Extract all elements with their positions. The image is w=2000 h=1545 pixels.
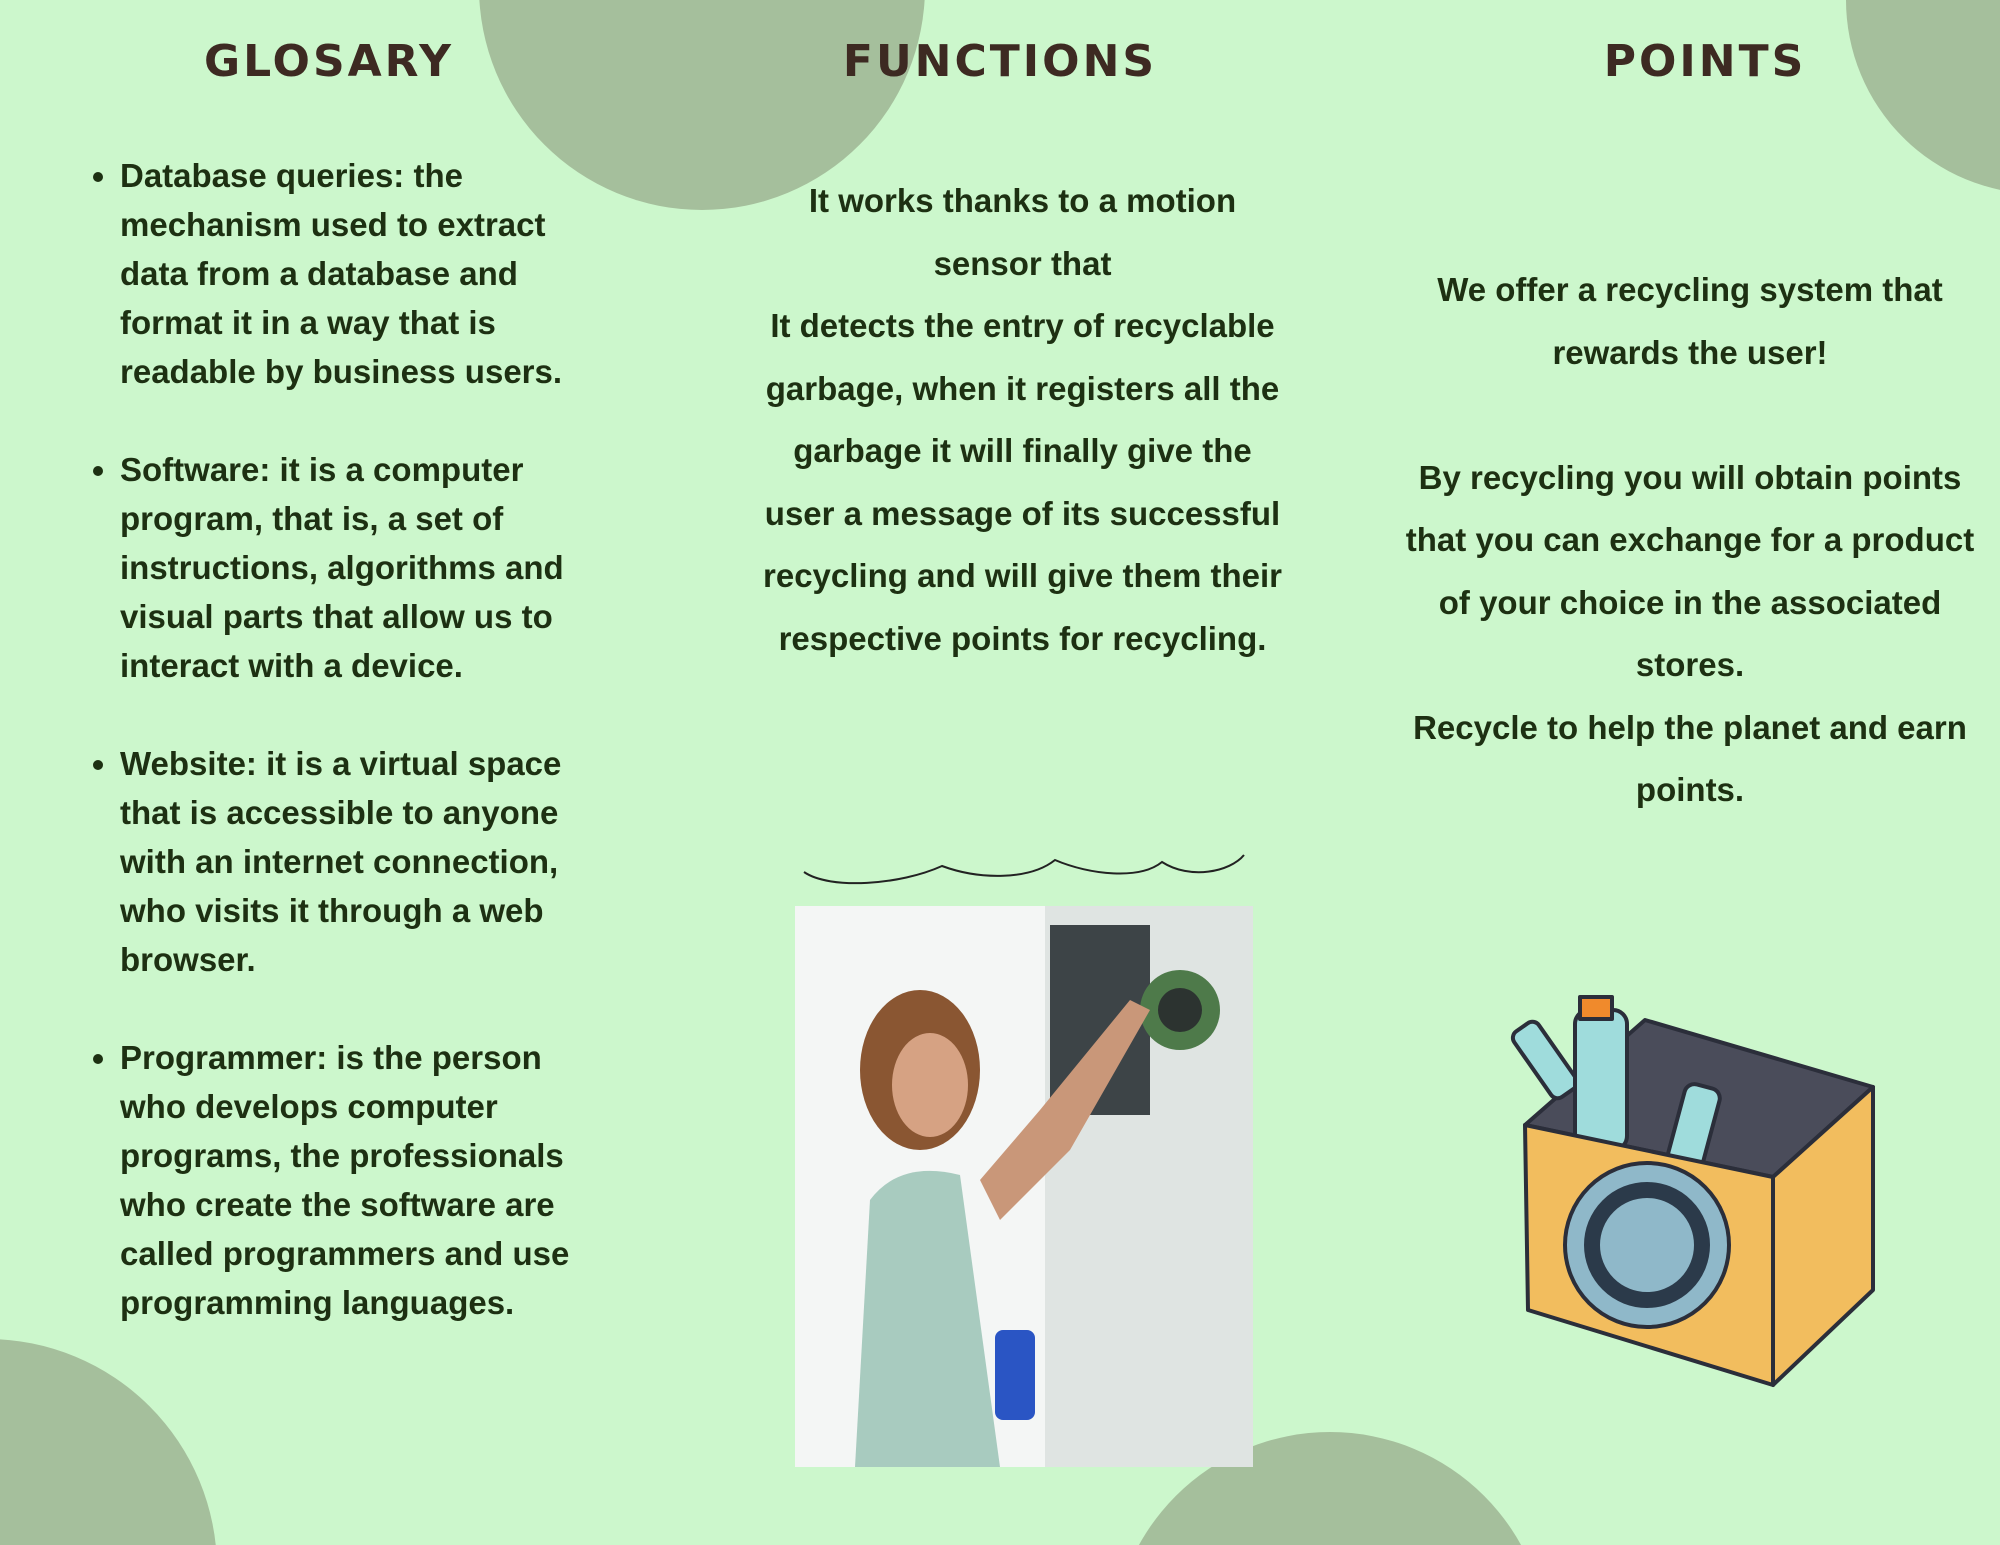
paragraph: Recycle to help the planet and earn poin… xyxy=(1413,708,1967,809)
recycle-box xyxy=(1510,995,1875,1387)
functions-column: It works thanks to a motion sensor that … xyxy=(760,170,1285,670)
photo xyxy=(795,906,1253,1467)
glossary-column: Database queries: the mechanism used to … xyxy=(80,151,610,1376)
deco-circle xyxy=(479,0,925,210)
points-column: We offer a recycling system that rewards… xyxy=(1400,259,1980,822)
section-title: POINTS xyxy=(1603,36,1807,87)
glossary-list: Database queries: the mechanism used to … xyxy=(80,151,610,1327)
paragraph: It detects the entry of recyclable garba… xyxy=(763,307,1282,657)
section-title: FUNCTIONS xyxy=(842,36,1158,87)
glossary-item: Programmer: is the person who develops c… xyxy=(120,1033,610,1327)
paragraph: We offer a recycling system that rewards… xyxy=(1437,271,1943,371)
section-title: GLOSARY xyxy=(203,36,455,87)
deco-circle xyxy=(0,1339,216,1545)
deco-circle xyxy=(1846,0,2000,190)
glossary-item: Software: it is a computer program, that… xyxy=(120,445,610,690)
paragraph: It works thanks to a motion sensor that xyxy=(808,182,1237,282)
paragraph: By recycling you will obtain points that… xyxy=(1405,458,1975,684)
glossary-item: Database queries: the mechanism used to … xyxy=(120,151,610,396)
squiggle xyxy=(803,854,1245,885)
glossary-item: Website: it is a virtual space that is a… xyxy=(120,739,610,984)
